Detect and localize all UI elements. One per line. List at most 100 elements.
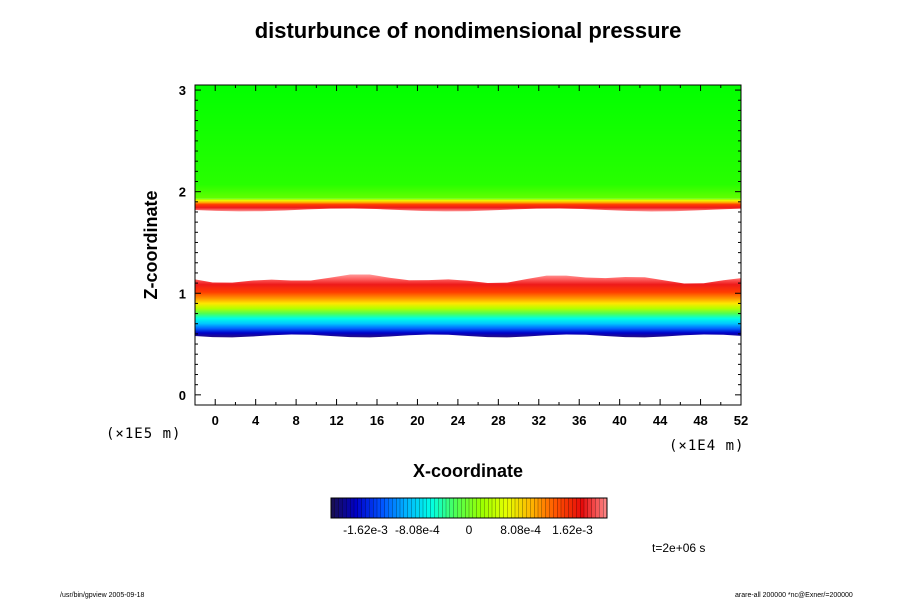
colorbar-segment [595, 497, 600, 519]
colorbar-segment [472, 497, 478, 519]
colorbar-segment [426, 497, 432, 519]
colorbar-segment [495, 497, 501, 519]
colorbar-segment [396, 497, 401, 519]
colorbar-segment [338, 497, 343, 519]
colorbar-segment [553, 497, 558, 519]
colorbar-segment [442, 497, 447, 519]
colorbar-segment [488, 497, 493, 519]
colorbar-tick-label: -8.08e-4 [395, 523, 440, 537]
colorbar-segment [549, 497, 554, 519]
y-tick-label: 1 [179, 286, 186, 301]
colorbar-segment [407, 497, 412, 519]
colorbar-frame [330, 497, 608, 519]
colorbar-segment [350, 497, 355, 519]
y-tick-label: 0 [179, 388, 186, 403]
colorbar-segment [380, 497, 386, 519]
colorbar-segment [430, 497, 435, 519]
x-tick-label: 20 [410, 413, 424, 428]
colorbar-segment [384, 497, 389, 519]
colorbar-segment [537, 497, 543, 519]
colorbar-segment [361, 497, 366, 519]
colorbar-segment [476, 497, 481, 519]
colorbar-segment [587, 497, 593, 519]
colorbar-segment [484, 497, 489, 519]
colorbar-segment [353, 497, 359, 519]
x-tick-label: 28 [491, 413, 505, 428]
colorbar-segment [330, 497, 336, 519]
colorbar-tick-label: 0 [466, 523, 473, 537]
colorbar-segment [369, 497, 374, 519]
pressure-field [195, 85, 741, 338]
colorbar-segment [388, 497, 393, 519]
colorbar-segment [346, 497, 351, 519]
colorbar-segment [457, 497, 462, 519]
y-axis-tick-labels: 0 1 2 3 [179, 83, 186, 403]
colorbar-segment [438, 497, 443, 519]
colorbar-tick-labels: -1.62e-3 -8.08e-4 0 8.08e-4 1.62e-3 [343, 523, 593, 537]
x-tick-label: 4 [252, 413, 260, 428]
y-tick-label: 2 [179, 185, 186, 200]
upper-red-band [195, 198, 741, 212]
colorbar-segment [530, 497, 535, 519]
lower-pressure-band [195, 274, 741, 338]
colorbar-segment [415, 497, 420, 519]
colorbar-segment [365, 497, 370, 519]
colorbar-segment [580, 497, 585, 519]
colorbar-segment [514, 497, 520, 519]
colorbar-segment [376, 497, 382, 519]
colorbar-segment [342, 497, 347, 519]
colorbar-segment [503, 497, 508, 519]
colorbar-segment [576, 497, 581, 519]
colorbar-segment [557, 497, 562, 519]
colorbar-segment [511, 497, 516, 519]
colorbar-segment [468, 497, 474, 519]
colorbar-segment [545, 497, 550, 519]
colorbar-segment [518, 497, 524, 519]
plot-frame [194, 84, 742, 406]
colorbar-segment [568, 497, 573, 519]
x-tick-label: 32 [532, 413, 546, 428]
colorbar-segment [591, 497, 596, 519]
time-label: t=2e+06 s [652, 541, 705, 555]
colorbar-segment [461, 497, 466, 519]
colorbar-segment [419, 497, 424, 519]
colorbar-tick-label: 1.62e-3 [552, 523, 593, 537]
x-tick-label: 36 [572, 413, 586, 428]
x-tick-label: 48 [693, 413, 707, 428]
footer-right-note: arare-all 200000 *nc@Exner/=200000 [735, 592, 853, 599]
colorbar-segment [445, 497, 451, 519]
colorbar-segment [453, 497, 458, 519]
colorbar-segment [583, 497, 589, 519]
colorbar-segment [534, 497, 539, 519]
colorbar-tick-label: -1.62e-3 [343, 523, 388, 537]
upper-green-layer [195, 85, 741, 199]
x-tick-label: 0 [212, 413, 219, 428]
x-tick-label: 24 [451, 413, 466, 428]
colorbar-segment [599, 497, 604, 519]
y-axis-unit: (×1E5 m) [106, 426, 181, 442]
colorbar-segment [465, 497, 470, 519]
colorbar-segment [373, 497, 378, 519]
colorbar-segment [449, 497, 455, 519]
colorbar-segment [507, 497, 512, 519]
x-tick-label: 16 [370, 413, 384, 428]
colorbar-segment [357, 497, 363, 519]
chart-title: disturbunce of nondimensional pressure [255, 18, 682, 43]
colorbar-segment [491, 497, 497, 519]
x-tick-label: 52 [734, 413, 748, 428]
x-tick-label: 40 [612, 413, 626, 428]
colorbar-segment [499, 497, 504, 519]
colorbar-segment [334, 497, 340, 519]
colorbar-segment [399, 497, 405, 519]
x-tick-label: 8 [292, 413, 299, 428]
x-tick-label: 12 [329, 413, 343, 428]
x-axis-ticks [194, 85, 742, 405]
colorbar-segment [392, 497, 397, 519]
colorbar [330, 497, 608, 519]
colorbar-segment [526, 497, 531, 519]
y-tick-label: 3 [179, 83, 186, 98]
colorbar-segment [480, 497, 485, 519]
y-axis-title: Z-coordinate [141, 190, 161, 299]
